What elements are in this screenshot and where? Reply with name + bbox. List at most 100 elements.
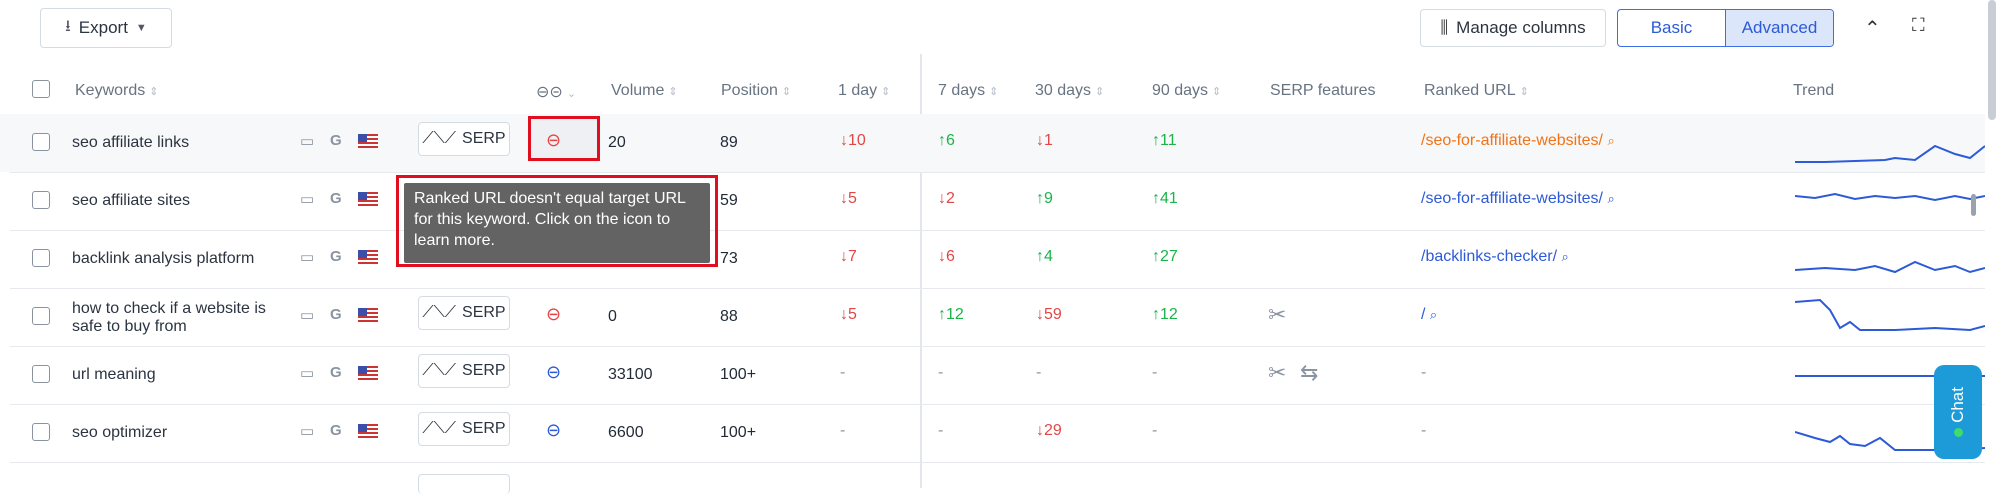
row-checkbox[interactable] (32, 423, 50, 441)
keyword-text: seo affiliate links (72, 134, 190, 151)
google-icon: G (330, 248, 342, 265)
sort-icon: ⇕ (989, 86, 999, 98)
table-row: seo affiliate links ▭ G ⟋⟍⟋ SERP ⊖ 20 89 … (0, 114, 1985, 172)
link-status-cell (530, 118, 598, 162)
change-1day: ↓7 (840, 248, 857, 265)
header-position-label: Position (721, 82, 778, 99)
header-90days[interactable]: 90 days ⇕ (1152, 82, 1221, 100)
header-position[interactable]: Position ⇕ (721, 82, 791, 100)
link-icon[interactable]: ⊖ (546, 362, 562, 382)
serp-button[interactable]: ⟋⟍⟋ SERP (418, 122, 510, 156)
row-checkbox[interactable] (32, 133, 50, 151)
link-icon[interactable]: ⊖ (546, 420, 562, 440)
change-1day: ↓5 (840, 190, 857, 207)
change-30days: ↓29 (1036, 422, 1062, 439)
position-value: 100+ (720, 424, 757, 441)
keyword-text: seo optimizer (72, 424, 168, 441)
row-checkbox[interactable] (32, 191, 50, 209)
trend-sparkline (1795, 144, 1985, 163)
serp-button[interactable]: ⟋⟍⟋ SERP (418, 354, 510, 388)
trend-icon: ⟋⟍⟋ (422, 130, 457, 147)
collapse-icon[interactable]: ⌃ (1864, 18, 1881, 40)
header-link-filter[interactable]: ⊖⊝ ⌄ (536, 82, 576, 102)
link-icon: ⊖⊝ (536, 84, 563, 101)
trend-icon: ⟋⟍⟋ (422, 304, 457, 321)
trend-icon: ⟋⟍⟋ (422, 420, 457, 437)
header-30days[interactable]: 30 days ⇕ (1035, 82, 1104, 100)
swap-icon: ⇆ (1300, 360, 1319, 385)
ranked-url-link[interactable]: /seo-for-affiliate-websites/ ⌕ (1421, 190, 1615, 208)
change-90days: ↑11 (1152, 132, 1177, 149)
desktop-icon: ▭ (300, 133, 315, 150)
change-30days: - (1036, 364, 1042, 381)
header-ranked-url-label: Ranked URL (1424, 82, 1516, 99)
fullscreen-icon[interactable]: ⛶ (1912, 15, 1925, 35)
trend-scrollbar[interactable] (1971, 194, 1976, 216)
row-checkbox[interactable] (32, 307, 50, 325)
highlight-box (528, 116, 600, 161)
export-button[interactable]: ⭳ Export ▼ (40, 8, 172, 48)
link-icon[interactable]: ⊖ (546, 130, 562, 150)
serp-label: SERP (462, 420, 506, 437)
serp-button[interactable] (418, 474, 510, 494)
sort-icon: ⇕ (668, 86, 678, 98)
sort-icon: ⇕ (1212, 86, 1222, 98)
search-icon[interactable]: ⌕ (1561, 249, 1569, 264)
row-checkbox[interactable] (32, 365, 50, 383)
page-scrollbar[interactable] (1988, 0, 1996, 120)
header-1day[interactable]: 1 day ⇕ (838, 82, 890, 100)
serp-button[interactable]: ⟋⟍⟋ SERP (418, 412, 510, 446)
header-keywords[interactable]: Keywords ⇕ (75, 82, 158, 100)
keyword-text: seo affiliate sites (72, 192, 190, 209)
view-advanced-button[interactable]: Advanced (1725, 10, 1833, 46)
row-checkbox[interactable] (32, 249, 50, 267)
search-icon[interactable]: ⌕ (1607, 191, 1615, 206)
chevron-down-icon: ⌄ (566, 88, 577, 100)
serp-label: SERP (462, 130, 506, 147)
header-trend: Trend (1793, 82, 1834, 100)
select-all-checkbox[interactable] (32, 80, 50, 98)
table-header: Keywords ⇕ ⊖⊝ ⌄ Volume ⇕ Position ⇕ 1 day ⇕ 7… (0, 72, 1985, 114)
position-value: 100+ (720, 366, 757, 383)
scissors-icon: ✂ (1268, 302, 1287, 327)
google-icon: G (330, 306, 342, 323)
header-30days-label: 30 days (1035, 82, 1092, 99)
position-value: 88 (720, 308, 738, 325)
header-90days-label: 90 days (1152, 82, 1209, 99)
trend-sparkline (1795, 298, 1985, 332)
position-value: 59 (720, 192, 738, 209)
header-serp-features: SERP features (1270, 82, 1376, 100)
ranked-url-link[interactable]: / ⌕ (1421, 306, 1437, 324)
ranked-url-link[interactable]: /backlinks-checker/ ⌕ (1421, 248, 1569, 266)
serp-label: SERP (462, 304, 506, 321)
us-flag-icon (358, 366, 378, 380)
trend-sparkline (1795, 192, 1985, 202)
header-ranked-url[interactable]: Ranked URL ⇕ (1424, 82, 1529, 100)
search-icon[interactable]: ⌕ (1607, 133, 1615, 148)
link-icon[interactable]: ⊖ (546, 304, 562, 324)
header-volume[interactable]: Volume ⇕ (611, 82, 678, 100)
google-icon: G (330, 422, 342, 439)
us-flag-icon (358, 308, 378, 322)
view-basic-button[interactable]: Basic (1650, 18, 1693, 37)
divider (10, 230, 1985, 231)
divider (10, 288, 1985, 289)
scissors-icon: ✂ (1268, 360, 1287, 385)
trend-sparkline (1795, 260, 1985, 274)
keyword-line: safe to buy from (72, 318, 187, 335)
sort-icon: ⇕ (1519, 86, 1529, 98)
table-row (0, 462, 1985, 494)
search-icon[interactable]: ⌕ (1429, 307, 1438, 322)
position-value: 89 (720, 134, 738, 151)
ranked-url-text: /seo-for-affiliate-websites/ (1421, 132, 1603, 149)
ranked-url-link[interactable]: /seo-for-affiliate-websites/ ⌕ (1421, 132, 1615, 150)
serp-button[interactable]: ⟋⟍⟋ SERP (418, 296, 510, 330)
sort-icon: ⇕ (1095, 86, 1105, 98)
desktop-icon: ▭ (300, 249, 315, 266)
desktop-icon: ▭ (300, 191, 315, 208)
export-label: Export (78, 18, 128, 37)
chat-button[interactable]: Chat (1934, 365, 1982, 459)
header-7days[interactable]: 7 days ⇕ (938, 82, 998, 100)
manage-columns-button[interactable]: ⫼ Manage columns (1420, 9, 1606, 47)
serp-label: SERP (462, 362, 506, 379)
